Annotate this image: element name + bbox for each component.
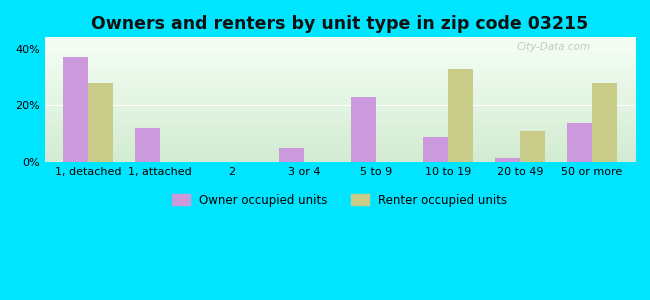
- Bar: [350, 97, 376, 162]
- Bar: [520, 131, 545, 162]
- Bar: [422, 137, 448, 162]
- Bar: [62, 57, 88, 162]
- Legend: Owner occupied units, Renter occupied units: Owner occupied units, Renter occupied un…: [167, 189, 512, 211]
- Text: City-Data.com: City-Data.com: [517, 42, 591, 52]
- Bar: [279, 148, 304, 162]
- Bar: [88, 83, 113, 162]
- Bar: [592, 83, 617, 162]
- Bar: [567, 122, 592, 162]
- Bar: [135, 128, 160, 162]
- Bar: [495, 158, 520, 162]
- Bar: [448, 69, 473, 162]
- Title: Owners and renters by unit type in zip code 03215: Owners and renters by unit type in zip c…: [91, 15, 588, 33]
